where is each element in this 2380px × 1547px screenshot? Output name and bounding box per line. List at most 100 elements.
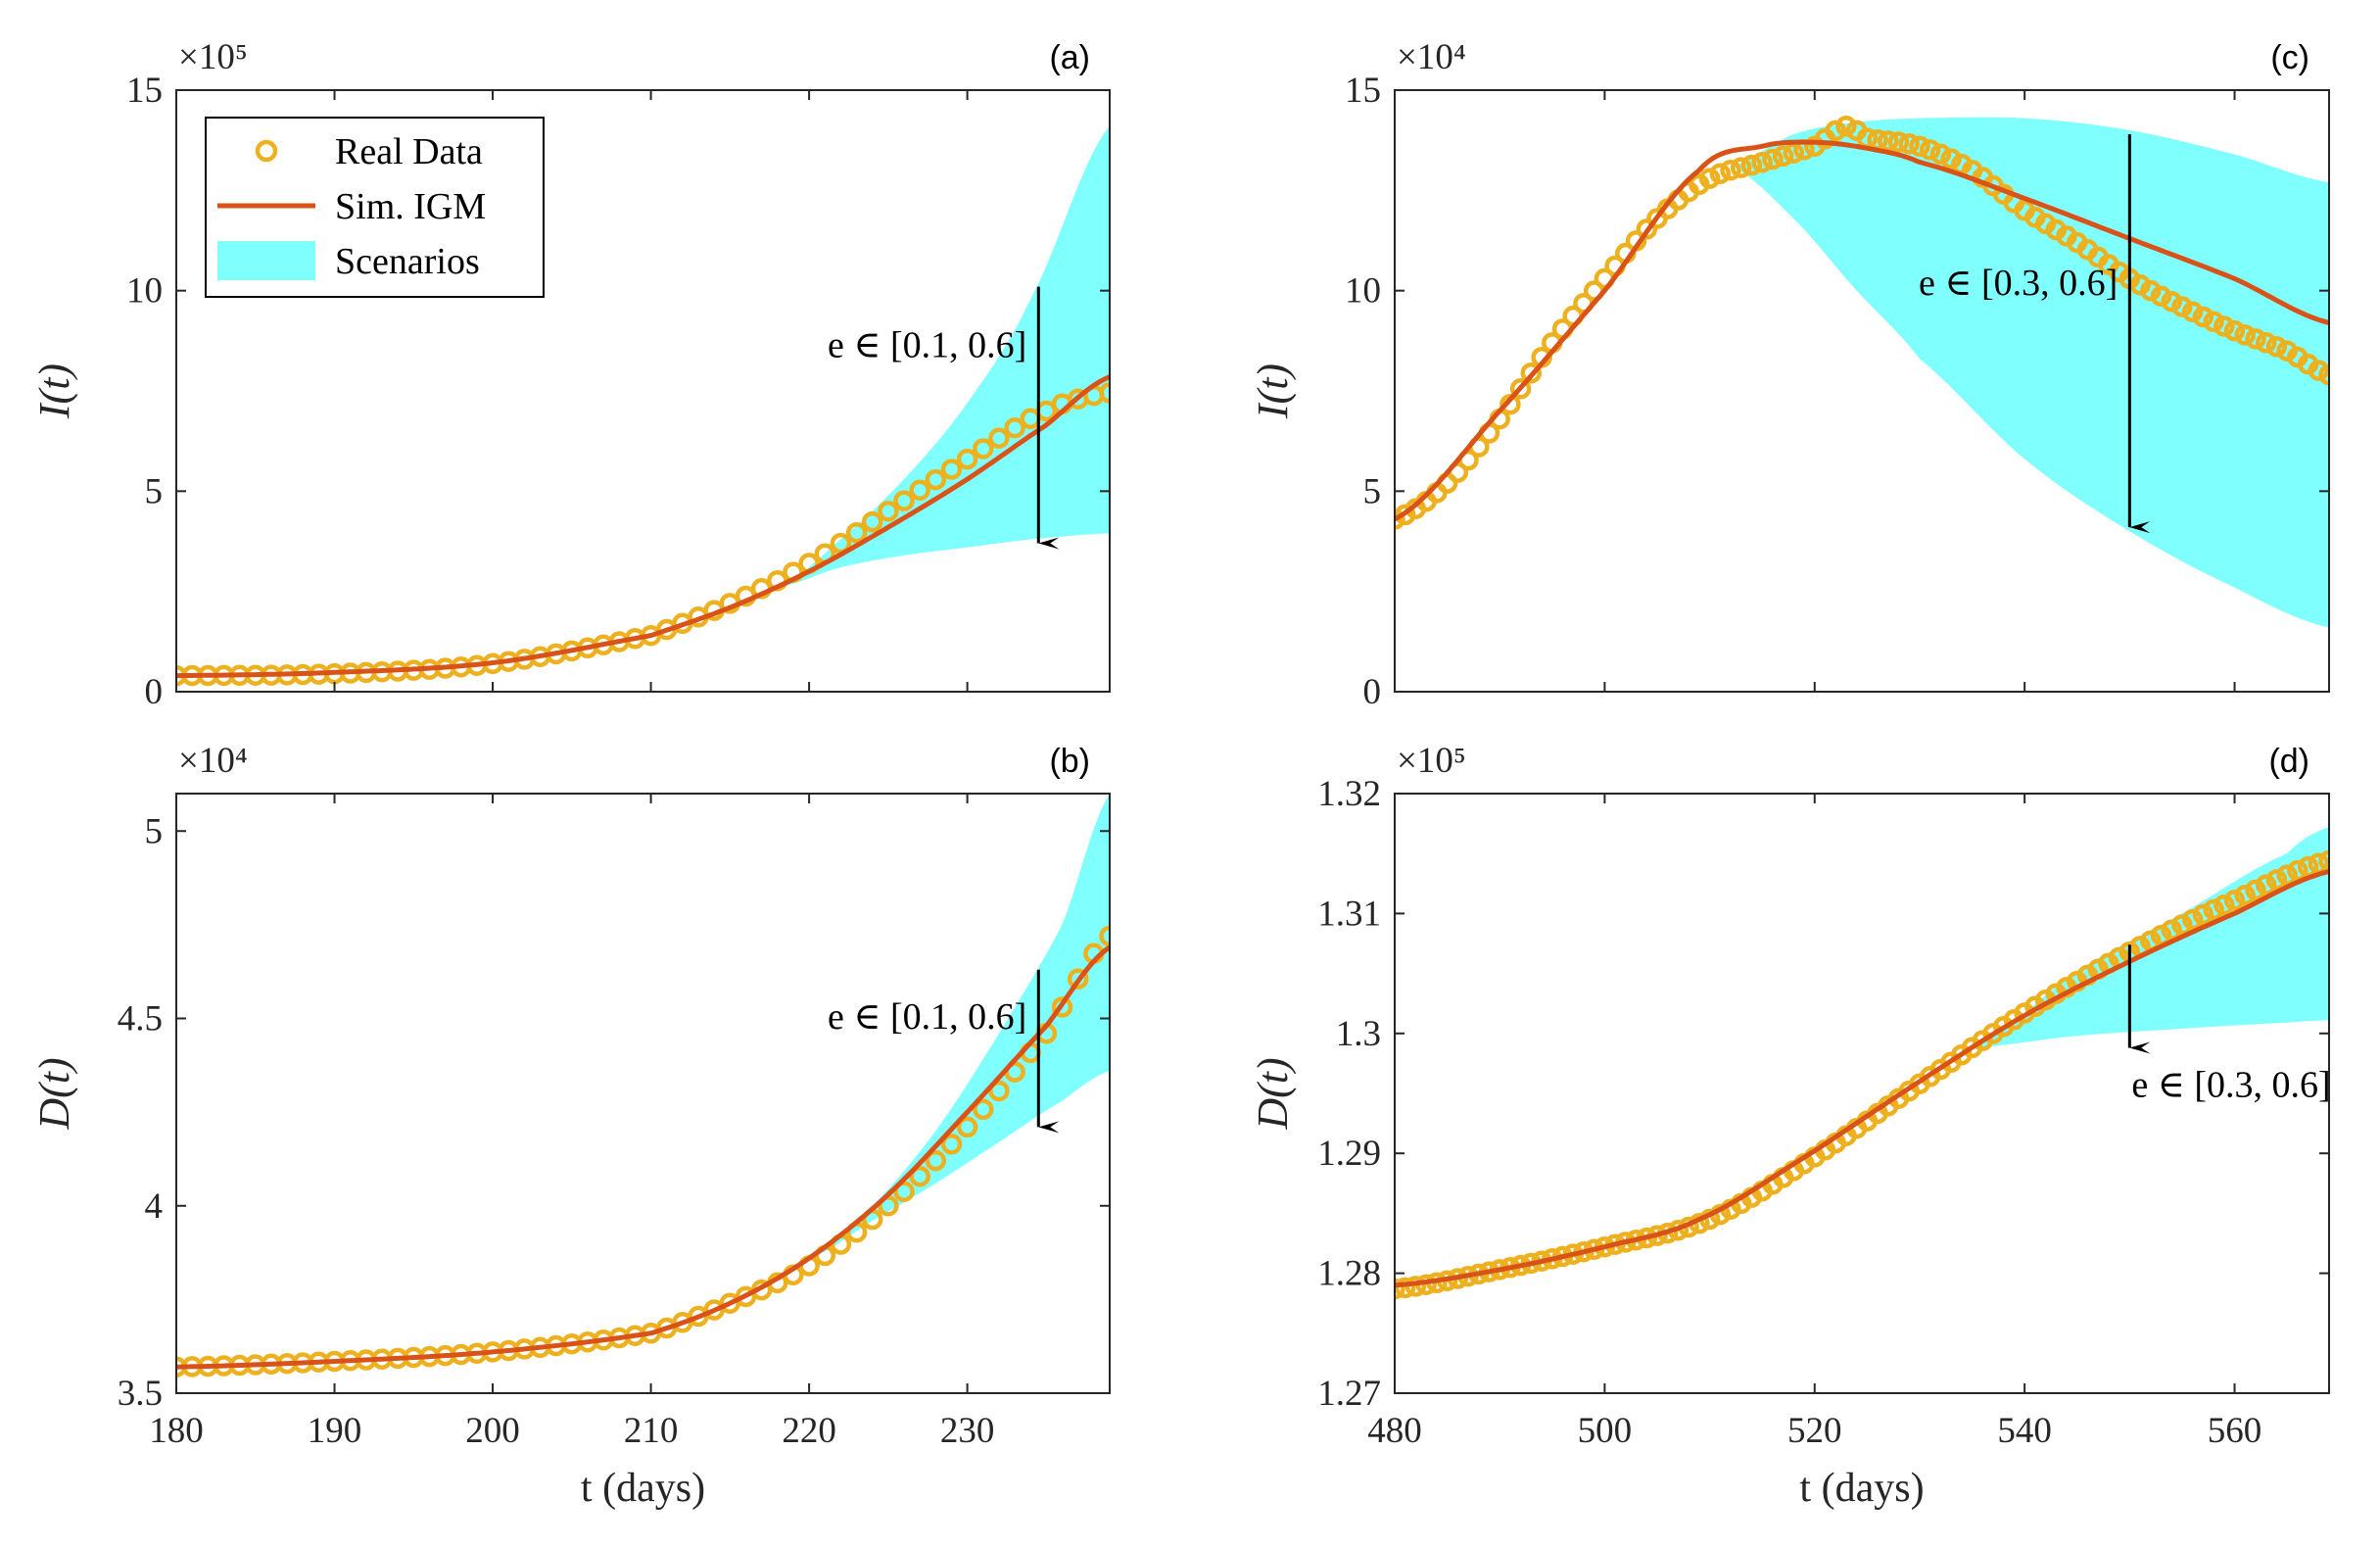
- real-data-point: [1099, 382, 1110, 404]
- y-tick-label: 3.5: [118, 1374, 163, 1414]
- x-tick-label: 560: [2208, 1411, 2262, 1451]
- panels-container: 0 5 10 15 ×10⁵ (a) I(t) e ∈ [0.1, 0.6] Real Data…: [30, 37, 2331, 1511]
- real-data-point: [2150, 285, 2172, 308]
- real-data-point: [988, 427, 1010, 449]
- real-data-point: [830, 532, 852, 555]
- x-axis-label: t (days): [1799, 1466, 1924, 1511]
- real-data-point: [2265, 869, 2288, 891]
- real-data-point: [1887, 131, 1910, 153]
- real-data-point: [956, 1116, 978, 1138]
- real-data-point: [1509, 378, 1532, 400]
- simulation-line: [1395, 139, 2329, 522]
- y-tick-label: 1.28: [1317, 1254, 1381, 1294]
- y-tick-label: 0: [1363, 672, 1382, 712]
- real-data-point: [2234, 884, 2256, 906]
- legend: Real Data Sim. IGM Scenarios: [205, 117, 545, 298]
- real-data-point: [1720, 159, 1741, 181]
- real-data-point: [1730, 157, 1752, 178]
- y-tick-label: 15: [1345, 71, 1381, 111]
- real-data-point: [845, 521, 868, 544]
- plot-area: [176, 794, 1110, 1378]
- x-tick-label: 210: [624, 1411, 679, 1451]
- real-data-point: [2161, 290, 2182, 313]
- real-data-point: [1762, 148, 1784, 170]
- real-data-point: [2203, 898, 2224, 921]
- x-axis-label: t (days): [581, 1466, 705, 1511]
- real-data-point: [1395, 1277, 1416, 1299]
- x-tick-label: 190: [308, 1411, 362, 1451]
- x-tick-label: 200: [465, 1411, 520, 1451]
- real-data-point: [1909, 135, 1930, 158]
- legend-label: Real Data: [335, 131, 483, 172]
- real-data-point: [2234, 324, 2256, 346]
- real-data-point: [2150, 924, 2172, 946]
- x-tick-label: 180: [149, 1411, 204, 1451]
- panel-b: 3.5 4 4.5 5 180 190 200 210 220 230 ×10⁴ (b) D(t) t (…: [30, 741, 1111, 1511]
- real-data-point: [973, 438, 994, 459]
- annotation-label: e ∈ [0.3, 0.6]: [2131, 1064, 2330, 1105]
- real-data-point: [2308, 852, 2329, 874]
- plot-area: [1395, 827, 2329, 1300]
- simulation-line: [176, 374, 1110, 679]
- real-data-point: [2161, 919, 2182, 941]
- y-tick-label: 15: [126, 71, 163, 111]
- real-data-point: [1051, 996, 1073, 1018]
- axes-box: [175, 793, 1111, 1394]
- y-axis-label: I(t): [1249, 363, 1297, 419]
- real-data-point: [2223, 319, 2246, 342]
- y-tick-label: 1.27: [1317, 1374, 1381, 1414]
- legend-label: Sim. IGM: [335, 186, 486, 227]
- axes-box: [1394, 793, 2330, 1394]
- y-tick-label: 4.5: [118, 999, 163, 1039]
- y-tick-label: 10: [126, 271, 163, 312]
- real-data-point: [893, 490, 915, 511]
- y-exponent: ×10⁵: [1397, 741, 1466, 781]
- y-tick-label: 10: [1345, 271, 1381, 312]
- plot-area: [1395, 116, 2329, 628]
- real-data-point: [2265, 336, 2288, 358]
- real-data-point: [2287, 859, 2309, 882]
- real-data-point: [1898, 132, 1920, 155]
- real-data-point: [1636, 218, 1658, 240]
- real-data-point: [2171, 296, 2193, 317]
- real-data-point: [1067, 968, 1089, 990]
- real-data-point: [1929, 143, 1952, 165]
- real-data-point: [1709, 163, 1732, 184]
- real-data-point: [2140, 279, 2162, 302]
- real-data-point: [909, 1165, 930, 1187]
- y-exponent: ×10⁴: [1397, 37, 1466, 77]
- y-axis-label: I(t): [30, 363, 78, 419]
- legend-marker: [255, 139, 278, 163]
- real-data-point: [2171, 914, 2193, 936]
- y-tick-label: 5: [145, 811, 164, 851]
- real-data-point: [1004, 416, 1025, 439]
- real-data-point: [988, 1080, 1010, 1102]
- annotation-label: e ∈ [0.1, 0.6]: [828, 996, 1026, 1038]
- y-tick-label: 1.3: [1336, 1014, 1381, 1054]
- axes-box: [175, 89, 1111, 693]
- y-tick-label: 1.29: [1317, 1134, 1381, 1174]
- real-data-point: [2318, 849, 2329, 872]
- x-tick-label: 500: [1578, 1411, 1633, 1451]
- real-data-point: [2308, 360, 2329, 381]
- real-data-point: [2318, 363, 2329, 386]
- real-data-point: [1395, 508, 1405, 530]
- real-data-point: [1825, 120, 1846, 142]
- real-data-point: [2245, 328, 2266, 350]
- real-data-point: [2255, 332, 2277, 354]
- real-data-point: [1751, 151, 1773, 173]
- y-exponent: ×10⁴: [178, 741, 248, 781]
- y-tick-label: 0: [145, 672, 164, 712]
- real-data-point: [2223, 890, 2246, 911]
- scenario-band: [777, 125, 1110, 588]
- legend-patch: [217, 241, 315, 280]
- axes-box: [1394, 89, 2330, 693]
- real-data-point: [2192, 903, 2214, 926]
- real-data-point: [940, 459, 963, 480]
- real-data-point: [2297, 855, 2319, 878]
- real-data-point: [1835, 116, 1857, 137]
- real-data-point: [925, 1149, 947, 1172]
- real-data-point: [878, 501, 899, 522]
- real-data-point: [1772, 145, 1794, 168]
